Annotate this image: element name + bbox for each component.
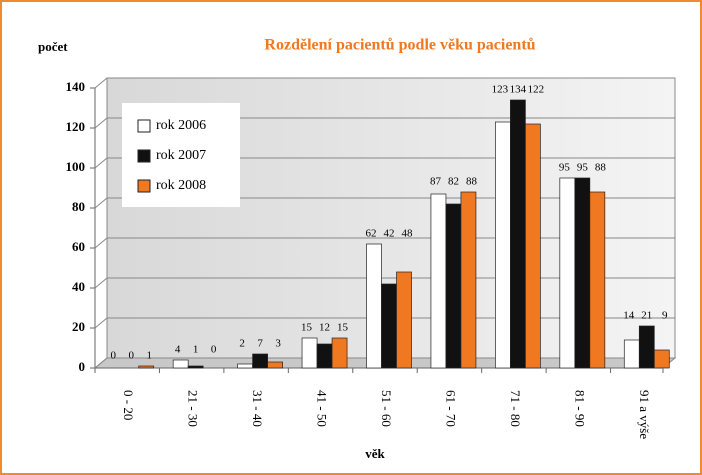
x-tick-label: 71 - 80 xyxy=(508,390,523,427)
legend-label: rok 2006 xyxy=(156,118,206,133)
grid-line xyxy=(94,117,108,129)
value-label: 62 xyxy=(366,228,377,240)
value-label: 2 xyxy=(239,338,245,350)
bar xyxy=(237,363,253,369)
legend-swatch xyxy=(137,149,151,163)
x-tick-label: 41 - 50 xyxy=(315,390,330,427)
value-label: 95 xyxy=(559,162,571,174)
legend-label: rok 2008 xyxy=(156,178,206,193)
value-label: 1 xyxy=(193,344,199,356)
value-label: 12 xyxy=(319,322,330,334)
bar xyxy=(445,203,462,369)
y-tick-label: 100 xyxy=(66,159,86,174)
value-label: 21 xyxy=(641,310,652,322)
value-label: 0 xyxy=(211,344,217,356)
y-tick-label: 140 xyxy=(66,79,86,94)
grid-line xyxy=(94,197,108,209)
grid-line xyxy=(94,157,108,169)
value-label: 0 xyxy=(110,350,116,362)
x-tick-label: 21 - 30 xyxy=(186,390,201,427)
bar xyxy=(381,283,397,369)
y-tick-label: 120 xyxy=(66,119,86,134)
y-tick-label: 80 xyxy=(72,199,85,214)
bar xyxy=(510,99,526,369)
value-label: 48 xyxy=(402,228,414,240)
x-tick-label: 51 - 60 xyxy=(379,390,394,427)
bar xyxy=(589,191,606,369)
value-label: 9 xyxy=(662,310,668,322)
x-tick-label: 31 - 40 xyxy=(250,390,265,427)
grid-line xyxy=(94,277,108,289)
bar xyxy=(252,353,268,369)
bar xyxy=(267,361,283,369)
bar xyxy=(396,271,412,369)
chart-title: Rozdělení pacientů podle věku pacientů xyxy=(264,37,535,54)
value-label: 15 xyxy=(337,322,349,334)
value-label: 15 xyxy=(301,322,313,334)
value-label: 82 xyxy=(448,176,459,188)
value-label: 95 xyxy=(577,162,589,174)
bar xyxy=(638,325,655,369)
bar xyxy=(460,191,477,369)
y-axis-label: počet xyxy=(38,39,68,54)
bar xyxy=(301,337,318,369)
legend-swatch xyxy=(137,179,151,193)
x-tick-label: 0 - 20 xyxy=(121,390,136,420)
bar xyxy=(559,177,576,369)
y-tick-label: 40 xyxy=(72,279,85,294)
y-tick-label: 0 xyxy=(79,359,86,374)
value-label: 42 xyxy=(384,228,395,240)
value-label: 7 xyxy=(257,338,263,350)
value-label: 4 xyxy=(175,344,181,356)
legend-label: rok 2007 xyxy=(156,148,206,163)
bar xyxy=(366,243,382,369)
x-axis-label: věk xyxy=(365,446,385,461)
x-tick-label: 61 - 70 xyxy=(443,390,458,427)
value-label: 14 xyxy=(623,310,635,322)
bar xyxy=(495,121,511,369)
value-label: 0 xyxy=(128,350,134,362)
bar xyxy=(331,337,348,369)
bar xyxy=(525,123,541,369)
bar xyxy=(430,193,447,369)
bar xyxy=(623,339,640,369)
value-label: 87 xyxy=(430,176,442,188)
bar xyxy=(316,343,333,369)
grid-line xyxy=(94,317,108,329)
grid-line xyxy=(94,237,108,249)
grid-line xyxy=(94,77,108,89)
value-label: 1 xyxy=(146,350,152,362)
bar xyxy=(187,365,204,369)
y-tick-label: 60 xyxy=(72,239,85,254)
value-label: 88 xyxy=(595,162,607,174)
value-label: 88 xyxy=(466,176,478,188)
value-label: 3 xyxy=(275,338,281,350)
bar xyxy=(138,365,155,369)
bar xyxy=(574,177,591,369)
value-label: 134 xyxy=(510,84,527,96)
value-label: 123 xyxy=(492,84,509,96)
y-tick-label: 20 xyxy=(72,319,85,334)
x-tick-label: 81 - 90 xyxy=(572,390,587,427)
legend-swatch xyxy=(137,119,151,133)
bar xyxy=(172,359,189,369)
value-label: 122 xyxy=(528,84,545,96)
bar xyxy=(653,349,670,369)
x-tick-label: 91 a výše xyxy=(637,390,652,439)
grid-line xyxy=(94,357,108,369)
